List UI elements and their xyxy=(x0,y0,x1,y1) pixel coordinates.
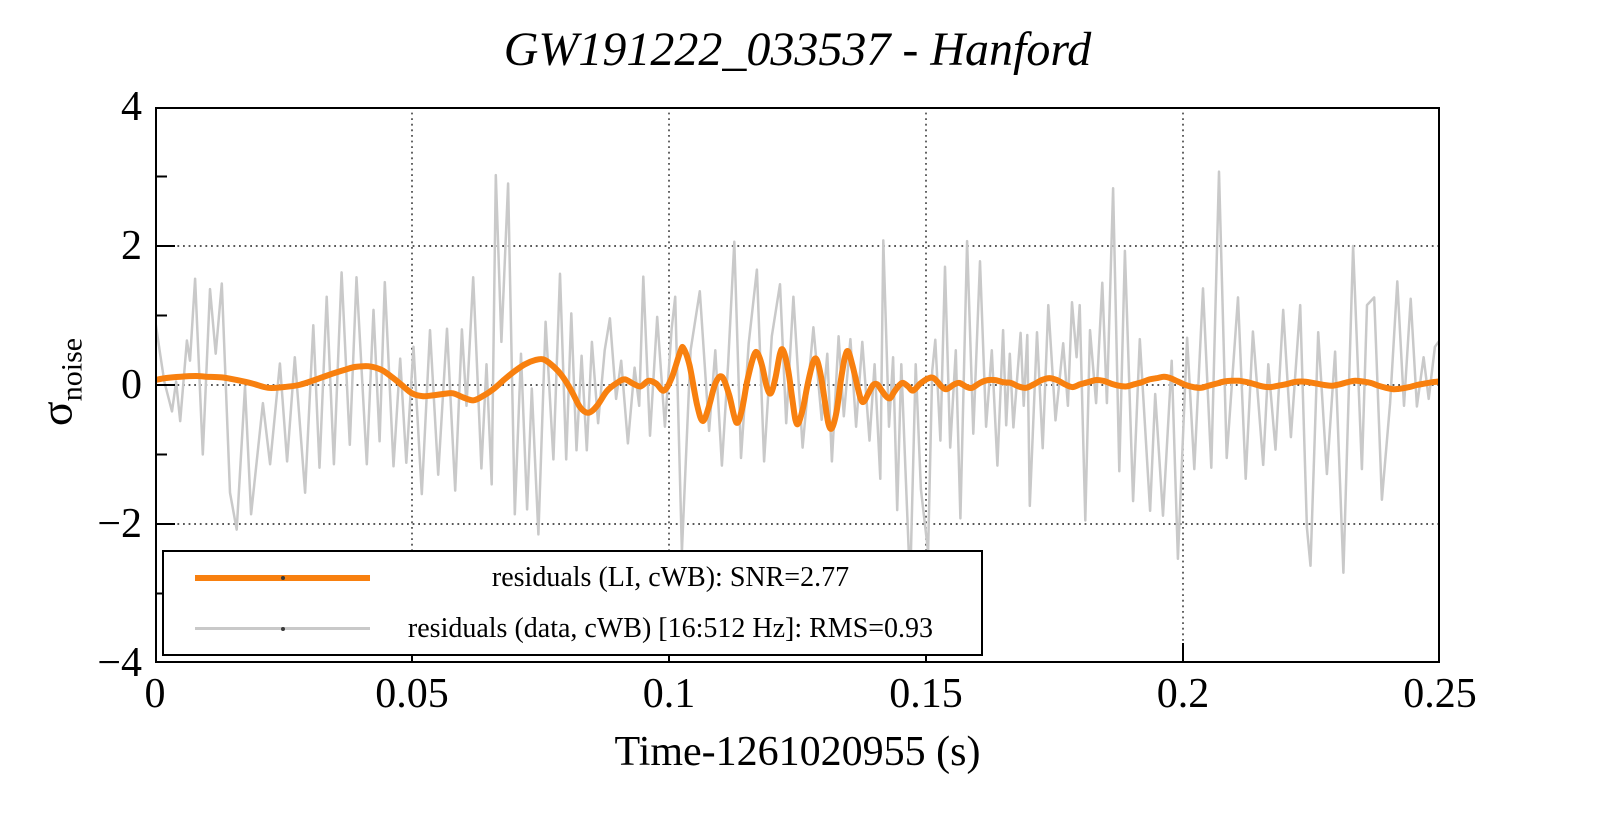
legend-point-marker xyxy=(280,575,285,580)
legend-point-marker xyxy=(280,626,285,631)
legend-row-data: residuals (data, cWB) [16:512 Hz]: RMS=0… xyxy=(164,603,981,654)
legend-row-li: residuals (LI, cWB): SNR=2.77 xyxy=(164,552,981,603)
legend-sample-data xyxy=(195,626,370,631)
plot-border xyxy=(155,107,1440,663)
y-tick-label: 2 xyxy=(121,223,142,269)
y-tick-label: −2 xyxy=(97,501,142,547)
x-tick-label: 0.15 xyxy=(889,671,963,717)
y-tick-label: −4 xyxy=(97,640,142,686)
legend-label-li: residuals (LI, cWB): SNR=2.77 xyxy=(491,561,850,593)
x-tick-label: 0.1 xyxy=(642,671,696,717)
chart-title: GW191222_033537 - Hanford xyxy=(503,23,1092,76)
y-tick-label: 4 xyxy=(121,84,142,130)
x-tick-label: 0.05 xyxy=(375,671,449,717)
legend-sample-li xyxy=(195,574,370,581)
legend-label-data: residuals (data, cWB) [16:512 Hz]: RMS=0… xyxy=(407,612,934,644)
series-li-residuals xyxy=(155,343,1440,432)
x-tick-label: 0.25 xyxy=(1403,671,1477,717)
y-tick-label: 0 xyxy=(121,362,142,408)
x-axis-label: Time-1261020955 (s) xyxy=(614,729,981,775)
legend-box: residuals (LI, cWB): SNR=2.77 residuals … xyxy=(162,550,983,656)
x-tick-label: 0 xyxy=(144,671,166,717)
x-tick-label: 0.2 xyxy=(1156,671,1210,717)
series-data-residuals xyxy=(155,170,1440,587)
